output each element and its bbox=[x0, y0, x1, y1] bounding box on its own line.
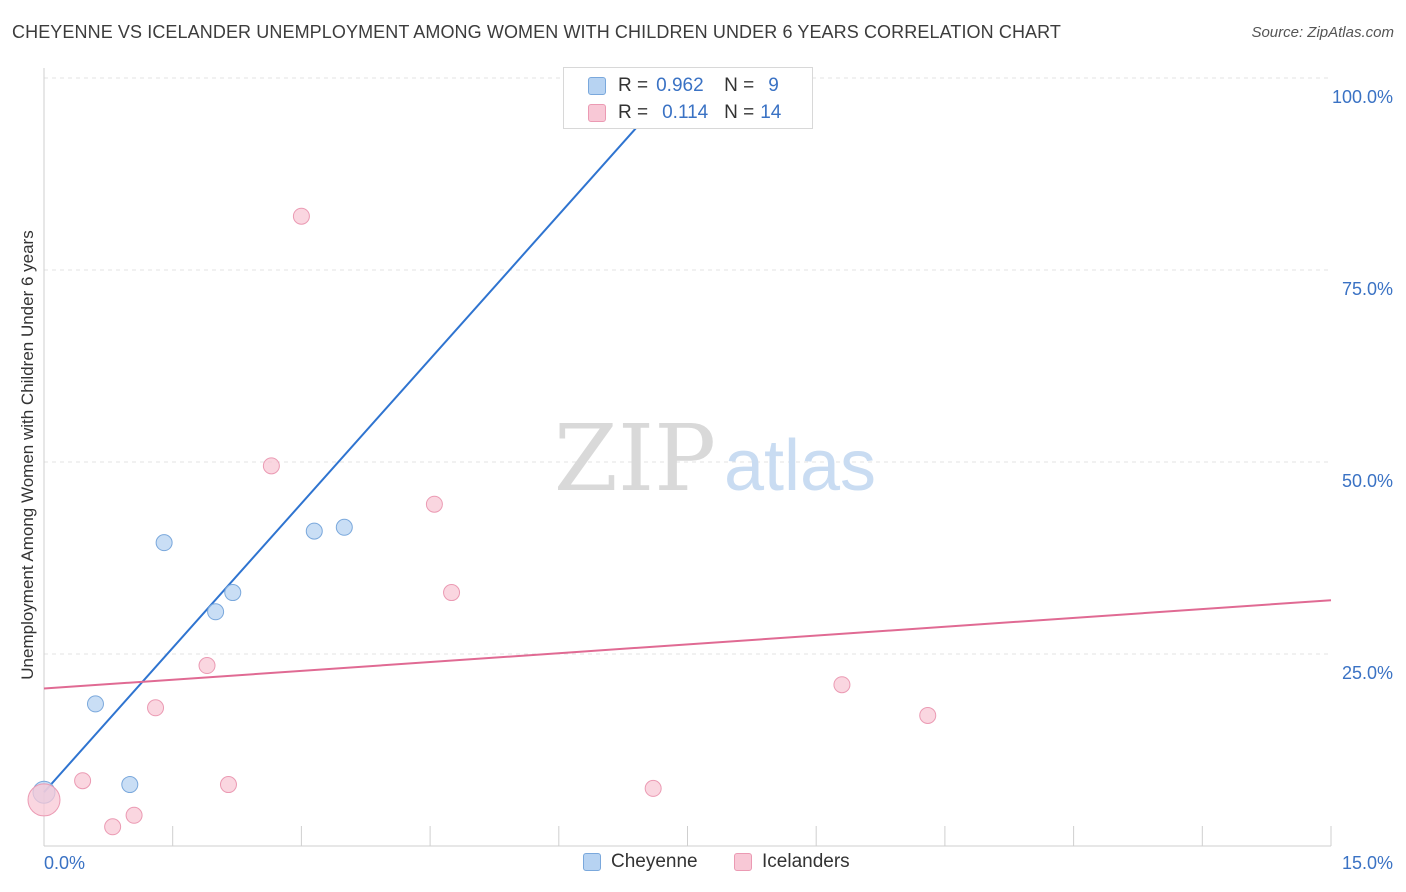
cheyenne-point bbox=[86, 695, 104, 713]
icelanders-point bbox=[104, 818, 122, 836]
icelanders-point bbox=[443, 584, 461, 602]
stats-row-icelanders: R = 0.114 N = 14 bbox=[588, 100, 781, 126]
tick-labels: 25.0% 50.0% 75.0% 100.0% 0.0% 15.0% bbox=[44, 87, 1393, 873]
n-label: N = bbox=[724, 75, 755, 96]
stats-legend: R = 0.962 N = 9 R = 0.114 N = 14 bbox=[563, 67, 813, 129]
icelanders-point bbox=[833, 676, 851, 694]
legend-item-cheyenne: Cheyenne bbox=[583, 851, 698, 873]
r-label: R = bbox=[618, 102, 649, 123]
y-tick-label: 25.0% bbox=[1342, 663, 1393, 683]
n-value: 9 bbox=[768, 75, 779, 96]
source-label: Source: ZipAtlas.com bbox=[1251, 24, 1394, 41]
cheyenne-swatch bbox=[583, 853, 601, 871]
icelanders-point bbox=[644, 779, 662, 797]
icelanders-swatch bbox=[734, 853, 752, 871]
y-axis-label: Unemployment Among Women with Children U… bbox=[18, 230, 37, 680]
cheyenne-point bbox=[305, 522, 323, 540]
cheyenne-swatch bbox=[588, 77, 606, 95]
icelanders-point bbox=[219, 776, 237, 794]
icelanders-point bbox=[919, 706, 937, 724]
axes bbox=[43, 68, 1332, 847]
n-label: N = bbox=[724, 102, 755, 123]
icelanders-point bbox=[262, 457, 280, 475]
icelanders-point bbox=[198, 657, 216, 675]
icelanders-point bbox=[74, 772, 92, 790]
icelanders-point bbox=[425, 495, 443, 513]
icelanders-point bbox=[27, 783, 61, 817]
icelanders-point bbox=[292, 207, 310, 225]
x-tick-label: 15.0% bbox=[1342, 853, 1393, 873]
legend-label-cheyenne: Cheyenne bbox=[611, 851, 698, 872]
stats-row-cheyenne: R = 0.962 N = 9 bbox=[588, 73, 779, 99]
grid-lines bbox=[44, 77, 1331, 655]
icelanders-swatch bbox=[588, 104, 606, 122]
icelanders-point bbox=[147, 699, 165, 717]
cheyenne-trend-line bbox=[43, 69, 689, 793]
chart-title: CHEYENNE VS ICELANDER UNEMPLOYMENT AMONG… bbox=[12, 22, 1062, 42]
icelanders-point bbox=[125, 806, 143, 824]
y-tick-label: 100.0% bbox=[1332, 87, 1393, 107]
watermark-zip: ZIP bbox=[554, 405, 716, 512]
x-tick-label: 0.0% bbox=[44, 853, 85, 873]
cheyenne-point bbox=[207, 603, 225, 621]
y-tick-label: 75.0% bbox=[1342, 279, 1393, 299]
legend-item-icelanders: Icelanders bbox=[734, 851, 850, 873]
r-value: 0.114 bbox=[662, 102, 709, 123]
cheyenne-point bbox=[155, 534, 173, 552]
r-label: R = bbox=[618, 75, 649, 96]
trend-lines bbox=[43, 69, 1332, 793]
r-value: 0.962 bbox=[656, 75, 704, 96]
data-points bbox=[27, 69, 937, 836]
n-value: 14 bbox=[760, 102, 782, 123]
watermark: ZIP atlas bbox=[554, 405, 876, 512]
watermark-atlas: atlas bbox=[724, 426, 876, 506]
icelanders-trend-line bbox=[43, 599, 1332, 690]
cheyenne-point bbox=[224, 584, 242, 602]
cheyenne-point bbox=[335, 518, 353, 536]
legend-label-icelanders: Icelanders bbox=[762, 851, 850, 872]
bottom-legend: Cheyenne Icelanders bbox=[0, 851, 1406, 877]
cheyenne-point bbox=[121, 776, 139, 794]
y-tick-label: 50.0% bbox=[1342, 471, 1393, 491]
